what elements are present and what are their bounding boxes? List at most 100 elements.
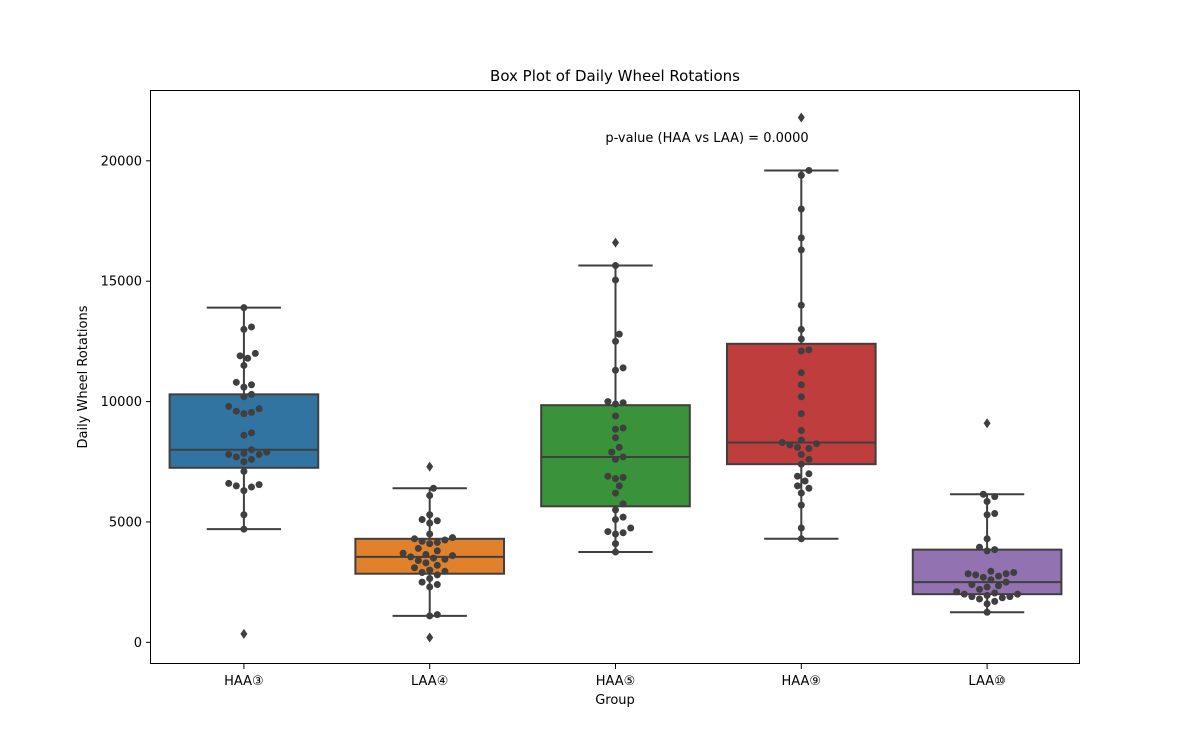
data-point xyxy=(255,451,263,459)
data-point xyxy=(433,547,441,555)
data-point xyxy=(797,301,805,309)
data-point xyxy=(255,481,263,489)
data-point xyxy=(987,567,995,575)
data-point xyxy=(1014,590,1021,598)
data-point xyxy=(225,451,233,459)
y-tick-label: 0 xyxy=(134,636,142,651)
data-point xyxy=(805,346,813,354)
p-value-annotation: p-value (HAA vs LAA) = 0.0000 xyxy=(605,131,808,146)
data-point xyxy=(797,246,805,254)
data-point xyxy=(240,525,248,533)
data-point xyxy=(794,482,801,490)
data-point xyxy=(953,588,961,596)
data-point xyxy=(805,166,813,174)
data-point xyxy=(248,390,255,398)
x-axis-ticks: HAA③ LAA④ HAA⑤ HAA⑨ LAA⑩ xyxy=(224,664,1006,689)
data-point xyxy=(248,381,255,389)
data-point xyxy=(619,424,627,432)
data-point xyxy=(619,364,627,372)
data-point xyxy=(968,581,976,589)
y-tick-label: 10000 xyxy=(101,395,142,410)
data-point xyxy=(612,506,619,514)
data-point xyxy=(433,611,441,619)
data-point xyxy=(426,612,434,620)
data-point xyxy=(422,550,430,558)
data-point xyxy=(244,354,252,362)
data-point xyxy=(411,535,418,543)
data-point xyxy=(968,593,976,601)
data-point xyxy=(983,600,991,608)
data-point xyxy=(612,434,619,442)
data-point xyxy=(983,497,991,505)
data-point xyxy=(240,361,248,369)
data-point xyxy=(612,366,619,374)
data-point xyxy=(240,325,248,333)
y-tick-label: 15000 xyxy=(101,275,142,290)
data-point xyxy=(794,472,801,480)
plot-frame xyxy=(150,90,1080,664)
data-point xyxy=(232,482,240,490)
data-point xyxy=(426,511,434,519)
data-point xyxy=(426,583,434,591)
data-point xyxy=(612,455,619,463)
data-point xyxy=(976,595,983,603)
data-point xyxy=(612,489,619,497)
data-point xyxy=(615,330,623,338)
data-point xyxy=(430,554,437,562)
box-group xyxy=(540,237,691,554)
data-point xyxy=(232,378,240,386)
box-group xyxy=(725,112,877,540)
data-point xyxy=(797,460,805,468)
data-point xyxy=(619,399,627,407)
data-point xyxy=(979,573,987,581)
y-axis-label: Daily Wheel Rotations xyxy=(76,305,91,448)
data-point xyxy=(619,453,627,461)
data-point xyxy=(248,323,255,331)
outlier-marker xyxy=(426,461,434,472)
data-point xyxy=(797,205,805,213)
data-point xyxy=(991,589,999,597)
data-point xyxy=(240,467,248,475)
data-point xyxy=(407,553,415,561)
outlier-marker xyxy=(612,237,619,248)
data-point xyxy=(805,484,813,492)
data-point xyxy=(797,381,805,389)
data-point xyxy=(983,511,991,519)
data-point xyxy=(995,582,1002,590)
data-point xyxy=(983,583,991,591)
data-point xyxy=(612,516,619,524)
data-point xyxy=(418,516,426,524)
data-point xyxy=(991,546,999,554)
data-point xyxy=(797,369,805,377)
data-point xyxy=(240,511,248,519)
data-point xyxy=(991,510,999,518)
x-tick-label: HAA③ xyxy=(224,674,264,689)
data-point xyxy=(998,594,1006,602)
data-point xyxy=(979,490,987,498)
data-point xyxy=(797,393,805,401)
data-point xyxy=(813,440,820,448)
data-point xyxy=(797,451,805,459)
data-point xyxy=(240,304,248,312)
y-axis-ticks: 0 5000 10000 15000 20000 xyxy=(101,154,151,651)
x-tick-label: HAA⑨ xyxy=(782,674,822,689)
data-point xyxy=(240,383,248,391)
data-point xyxy=(797,410,805,418)
data-point xyxy=(433,538,441,546)
data-point xyxy=(612,530,619,538)
data-point xyxy=(797,489,805,497)
data-point xyxy=(786,441,794,449)
data-point xyxy=(426,491,434,499)
chart-title: Box Plot of Daily Wheel Rotations xyxy=(490,67,740,85)
data-point xyxy=(619,473,627,481)
data-point xyxy=(627,524,635,532)
data-point xyxy=(987,576,995,584)
data-point xyxy=(426,530,434,538)
data-point xyxy=(418,537,426,545)
data-point xyxy=(1002,578,1010,586)
y-tick-label: 20000 xyxy=(101,154,142,169)
data-point xyxy=(255,405,263,413)
data-point xyxy=(426,519,434,527)
data-point xyxy=(418,578,426,586)
data-point xyxy=(612,412,619,420)
